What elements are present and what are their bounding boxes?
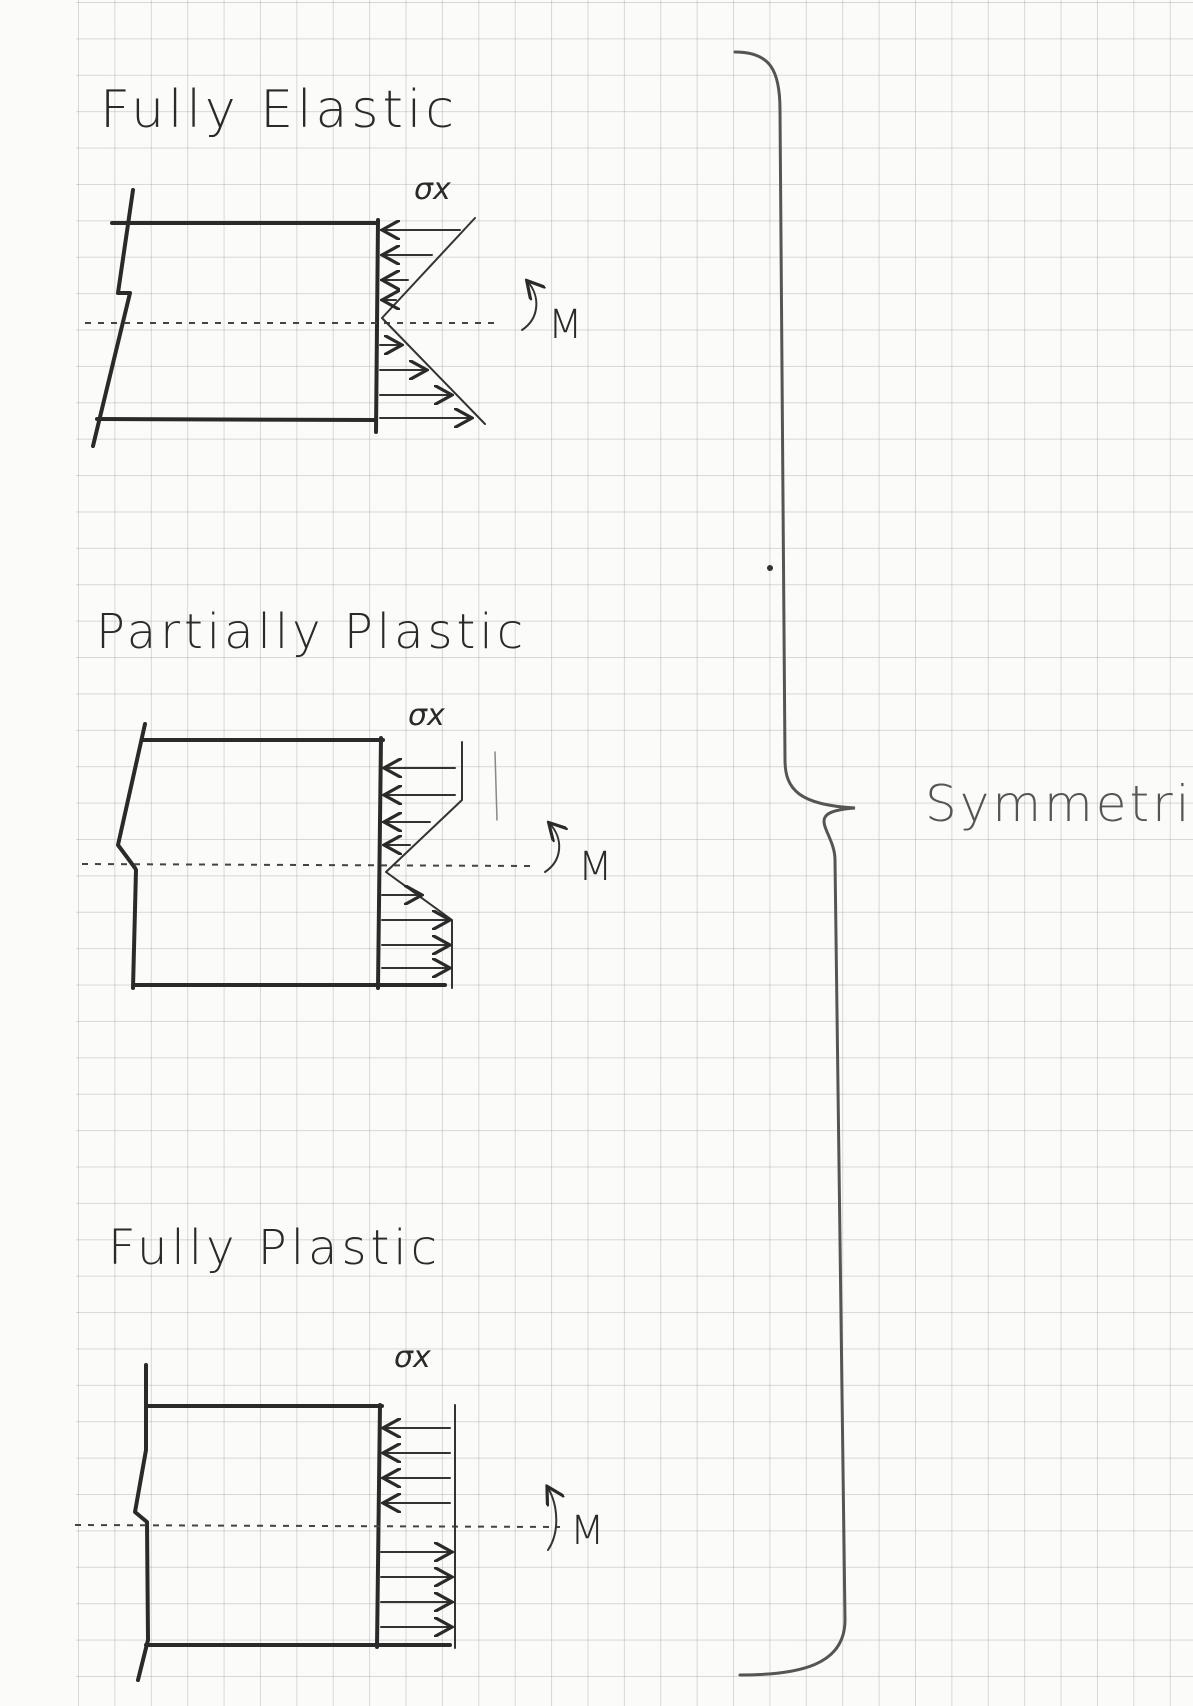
beam-right-face <box>374 218 380 434</box>
stray-mark <box>494 751 498 821</box>
stress-arrows-tension <box>379 345 470 418</box>
beam-break-line <box>133 1363 150 1682</box>
stress-label: σx <box>408 698 445 733</box>
beam-break-line <box>91 188 135 448</box>
moment-arrow <box>521 282 536 331</box>
curly-brace <box>733 50 856 1677</box>
stress-arrows-compression <box>384 230 461 300</box>
fully-elastic-diagram <box>85 188 536 448</box>
moment-arrow <box>544 824 559 873</box>
ink-dot <box>767 565 773 571</box>
stress-arrows-compression <box>385 1428 451 1503</box>
moment-arrow <box>548 1488 556 1551</box>
beam-bottom-edge <box>95 417 377 422</box>
stress-profile <box>385 741 463 989</box>
case-title-fully-plastic: Fully Plastic <box>108 1220 441 1276</box>
brace-label-symmetric: Symmetric <box>925 775 1193 833</box>
fully-plastic-diagram <box>74 1363 561 1682</box>
beam-break-line <box>116 722 147 990</box>
case-title-fully-elastic: Fully Elastic <box>100 80 458 140</box>
stress-label: σx <box>414 172 451 207</box>
moment-label: M <box>578 844 613 890</box>
paper-margin <box>0 0 76 1706</box>
stress-label: σx <box>394 1340 431 1375</box>
stress-arrows-compression <box>386 768 456 845</box>
stress-arrows-tension <box>381 895 448 968</box>
partially-plastic-diagram <box>81 722 559 990</box>
neutral-axis <box>74 1524 561 1528</box>
moment-label: M <box>570 1508 605 1554</box>
case-title-partially-plastic: Partially Plastic <box>96 604 528 660</box>
moment-label: M <box>548 302 583 348</box>
neutral-axis <box>81 863 531 867</box>
stress-arrows-tension <box>380 1552 450 1627</box>
beam-right-face <box>376 736 383 990</box>
stress-profile <box>381 217 486 425</box>
